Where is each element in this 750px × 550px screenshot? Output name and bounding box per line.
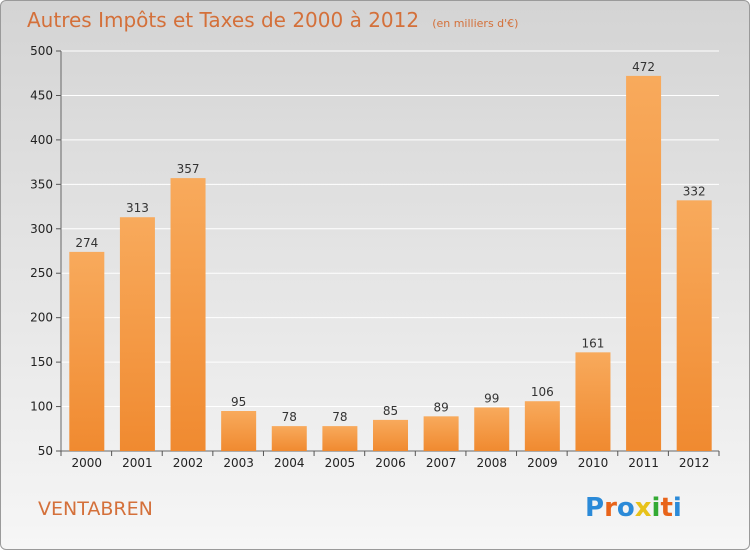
- x-tick-label: 2007: [426, 456, 457, 470]
- bar: [626, 75, 662, 451]
- y-tick-label: 150: [30, 355, 53, 369]
- bar: [474, 407, 510, 451]
- logo-letter: o: [617, 493, 635, 523]
- logo-letter: x: [635, 493, 652, 523]
- y-tick-label: 300: [30, 222, 53, 236]
- bar: [676, 200, 712, 451]
- bar-value-label: 472: [632, 60, 655, 74]
- grid: [56, 50, 719, 452]
- y-tick-label: 500: [30, 44, 53, 58]
- logo-letter: i: [673, 493, 682, 523]
- bar-value-label: 95: [231, 395, 246, 409]
- x-tick-label: 2002: [173, 456, 204, 470]
- x-tick-label: 2000: [72, 456, 103, 470]
- x-tick-label: 2011: [628, 456, 659, 470]
- x-axis: 2000 2001 2002 2003 2004 2005 2006 2007 2008 2009…: [60, 451, 720, 470]
- bar-value-label: 78: [332, 410, 347, 424]
- y-tick-label: 200: [30, 311, 53, 325]
- bar: [119, 217, 155, 451]
- bar: [373, 419, 408, 451]
- chart-title-main: Autres Impôts et Taxes de 2000 à 2012: [27, 8, 419, 32]
- y-tick-label: 450: [30, 88, 53, 102]
- y-tick-label: 350: [30, 177, 53, 191]
- y-axis: 50 100 150 200 250 300 350 400 450 500: [30, 44, 53, 458]
- y-tick-label: 250: [30, 266, 53, 280]
- bar: [271, 426, 307, 451]
- bar-value-label: 89: [433, 400, 448, 414]
- y-tick-label: 50: [38, 444, 53, 458]
- bar: [524, 401, 560, 451]
- bar-value-label: 99: [484, 391, 499, 405]
- y-tick-label: 400: [30, 133, 53, 147]
- bar-value-label: 357: [177, 162, 200, 176]
- logo-letter: r: [604, 493, 617, 523]
- logo-letter: i: [652, 493, 661, 523]
- bar-value-label: 85: [383, 404, 398, 418]
- x-tick-label: 2006: [375, 456, 406, 470]
- bar-value-label: 332: [683, 184, 706, 198]
- x-tick-label: 2010: [578, 456, 609, 470]
- bar: [69, 251, 105, 451]
- bar: [423, 416, 459, 451]
- bar-value-label: 78: [282, 410, 297, 424]
- bar: [575, 352, 611, 451]
- x-tick-label: 2012: [679, 456, 710, 470]
- x-tick-label: 2009: [527, 456, 558, 470]
- bars: 274 313 357 95 78 78 85 89 99 106 161 472 332: [69, 60, 712, 451]
- commune-name: VENTABREN: [38, 498, 153, 520]
- y-tick-label: 100: [30, 400, 53, 414]
- bar: [170, 178, 206, 451]
- bar: [221, 411, 257, 451]
- bar-value-label: 274: [75, 236, 98, 250]
- x-tick-label: 2003: [223, 456, 254, 470]
- x-tick-label: 2004: [274, 456, 305, 470]
- x-tick-label: 2008: [476, 456, 507, 470]
- logo-letter: P: [585, 493, 604, 523]
- bar-value-label: 106: [531, 385, 554, 399]
- x-tick-label: 2001: [122, 456, 153, 470]
- chart-title: Autres Impôts et Taxes de 2000 à 2012 (e…: [27, 8, 518, 32]
- chart-title-unit: (en milliers d'€): [432, 17, 518, 30]
- bar-value-label: 161: [582, 336, 605, 350]
- logo-letter: t: [660, 493, 672, 523]
- bar-value-label: 313: [126, 201, 149, 215]
- x-tick-label: 2005: [325, 456, 356, 470]
- bar: [322, 426, 358, 451]
- proxiti-logo: Proxiti: [585, 493, 682, 523]
